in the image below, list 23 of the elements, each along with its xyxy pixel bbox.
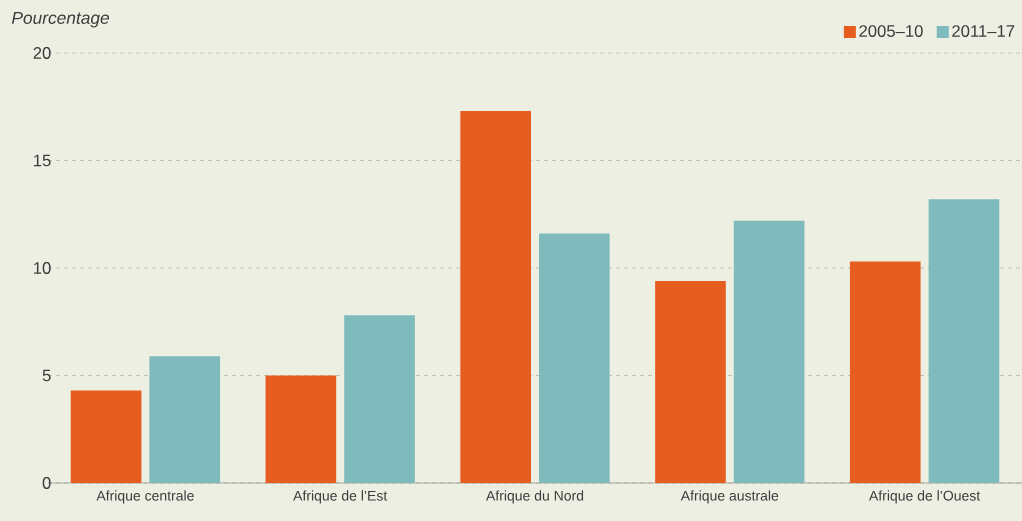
y-tick-label: 0 [42,477,51,489]
bar [70,390,142,483]
bar [733,220,805,483]
x-tick-label: Afrique du Nord [486,490,584,504]
bar [344,315,415,483]
bar [655,280,726,483]
y-tick-label: 20 [33,47,51,59]
bar [539,233,610,483]
y-tick-label: 10 [34,262,51,274]
x-tick-label: Afrique australe [680,490,779,504]
legend-label: 2005–10 [859,25,923,37]
bar [460,111,531,483]
bar [265,375,337,483]
x-tick-label: Afrique centrale [96,490,194,504]
legend-label: 2011–17 [952,25,1015,37]
y-tick-label: 5 [42,369,51,382]
bar [849,261,921,483]
x-tick-label: Afrique de l’Ouest [868,490,981,504]
y-axis-title: Pourcentage [11,11,110,28]
y-tick-label: 15 [34,154,51,167]
x-tick-label: Afrique de l’Est [293,490,388,504]
bar [149,356,221,483]
bar [928,199,1000,483]
